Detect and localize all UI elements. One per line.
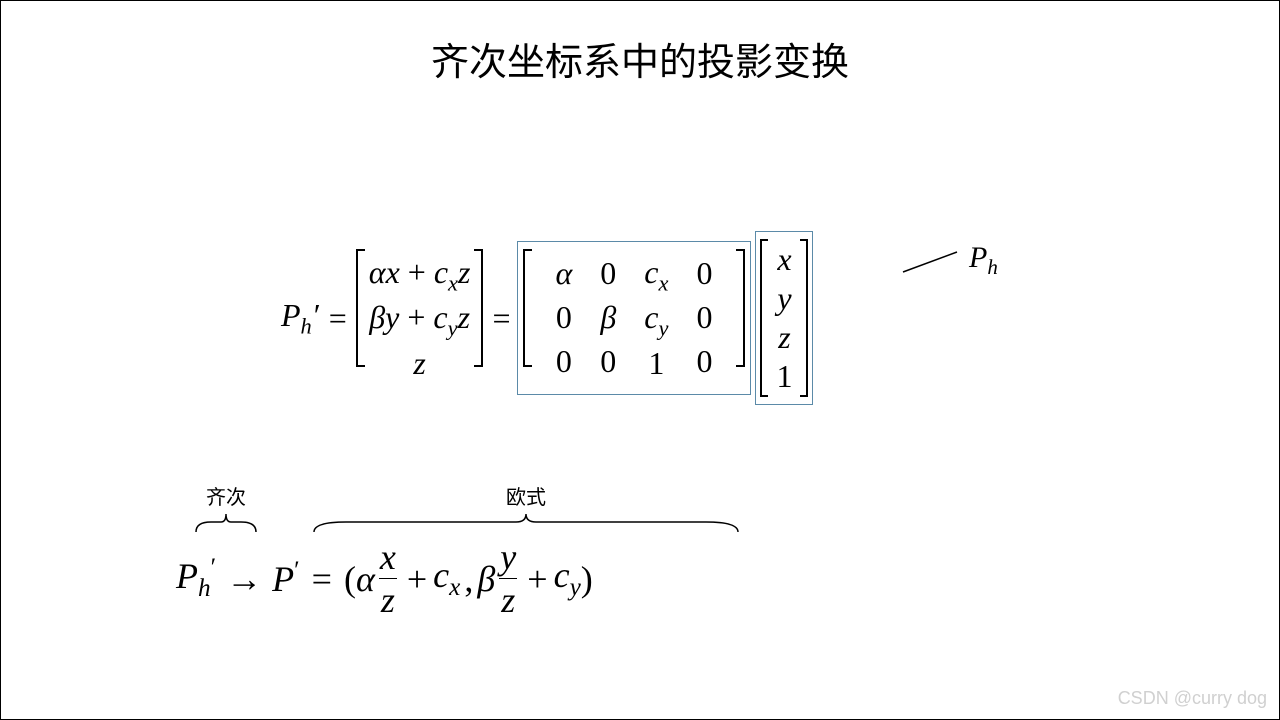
m01: 0 xyxy=(600,253,616,295)
equation-2: 齐次 欧式 Ph′ → P′ = ( α x z + cx , β xyxy=(176,481,746,621)
vec-z: z xyxy=(778,318,790,356)
pointer-line-icon xyxy=(901,246,961,276)
frac-xz: x z xyxy=(379,536,397,621)
brace-icon xyxy=(306,510,746,534)
bracket-right-icon xyxy=(798,238,810,398)
subscript-h: h xyxy=(301,313,312,338)
point-vector: x y z 1 xyxy=(770,238,798,398)
m21: 0 xyxy=(600,341,616,383)
equals-sign: = xyxy=(329,300,347,337)
page-title: 齐次坐标系中的投影变换 xyxy=(1,31,1279,86)
m23: 0 xyxy=(696,341,712,383)
beta: β xyxy=(477,558,495,600)
alpha: α xyxy=(356,558,375,600)
bracket-right-icon xyxy=(734,248,748,368)
result-row-0: αx + cxz xyxy=(369,252,471,298)
m10: 0 xyxy=(556,297,572,339)
open-paren: ( xyxy=(344,558,356,600)
result-row-1: βy + cyz xyxy=(369,297,470,343)
brace-icon xyxy=(191,510,261,534)
m20: 0 xyxy=(556,341,572,383)
cy: cy xyxy=(554,554,581,602)
eq2-lhs: Ph′ xyxy=(176,554,216,603)
close-paren: ) xyxy=(581,558,593,600)
m00: α xyxy=(556,253,573,295)
vec-y: y xyxy=(777,279,791,317)
plus: + xyxy=(407,558,427,600)
label-euclidean: 欧式 xyxy=(506,481,546,510)
equals-sign-2: = xyxy=(492,300,510,337)
cx: cx xyxy=(433,554,460,602)
label-homogeneous: 齐次 xyxy=(206,481,246,510)
equation-1: Ph′ = αx + cxz βy + cyz z = α 0 0 0 β xyxy=(281,231,813,405)
result-row-2: z xyxy=(413,343,425,385)
m02: cx xyxy=(644,252,668,298)
result-vector: αx + cxz βy + cyz z xyxy=(353,248,487,389)
bracket-left-icon xyxy=(520,248,534,368)
intrinsic-matrix: α 0 0 0 β 0 cx cy 1 0 0 0 xyxy=(534,248,735,389)
annotation-ph: Ph xyxy=(901,241,998,280)
eq2-pprime: P′ xyxy=(272,557,300,600)
m13: 0 xyxy=(696,297,712,339)
m22: 1 xyxy=(648,343,664,385)
bracket-right-icon xyxy=(472,248,486,368)
eq1-lhs: Ph′ xyxy=(281,297,319,339)
plus: + xyxy=(527,558,547,600)
equals-sign: = xyxy=(312,558,332,600)
prime: ′ xyxy=(312,297,319,333)
arrow-icon: → xyxy=(226,558,262,600)
bracket-left-icon xyxy=(758,238,770,398)
intrinsic-matrix-box: α 0 0 0 β 0 cx cy 1 0 0 0 xyxy=(517,241,752,396)
bracket-left-icon xyxy=(353,248,367,368)
m11: β xyxy=(600,297,616,339)
frac-yz: y z xyxy=(499,536,517,621)
ph-label: Ph xyxy=(969,241,998,280)
watermark: CSDN @curry dog xyxy=(1118,688,1267,709)
vec-1: 1 xyxy=(776,357,792,395)
comma: , xyxy=(464,558,473,600)
point-vector-box: x y z 1 xyxy=(755,231,813,405)
vec-x: x xyxy=(777,240,791,278)
m03: 0 xyxy=(696,253,712,295)
m12: cy xyxy=(644,297,668,343)
symbol-P: P xyxy=(281,297,301,333)
